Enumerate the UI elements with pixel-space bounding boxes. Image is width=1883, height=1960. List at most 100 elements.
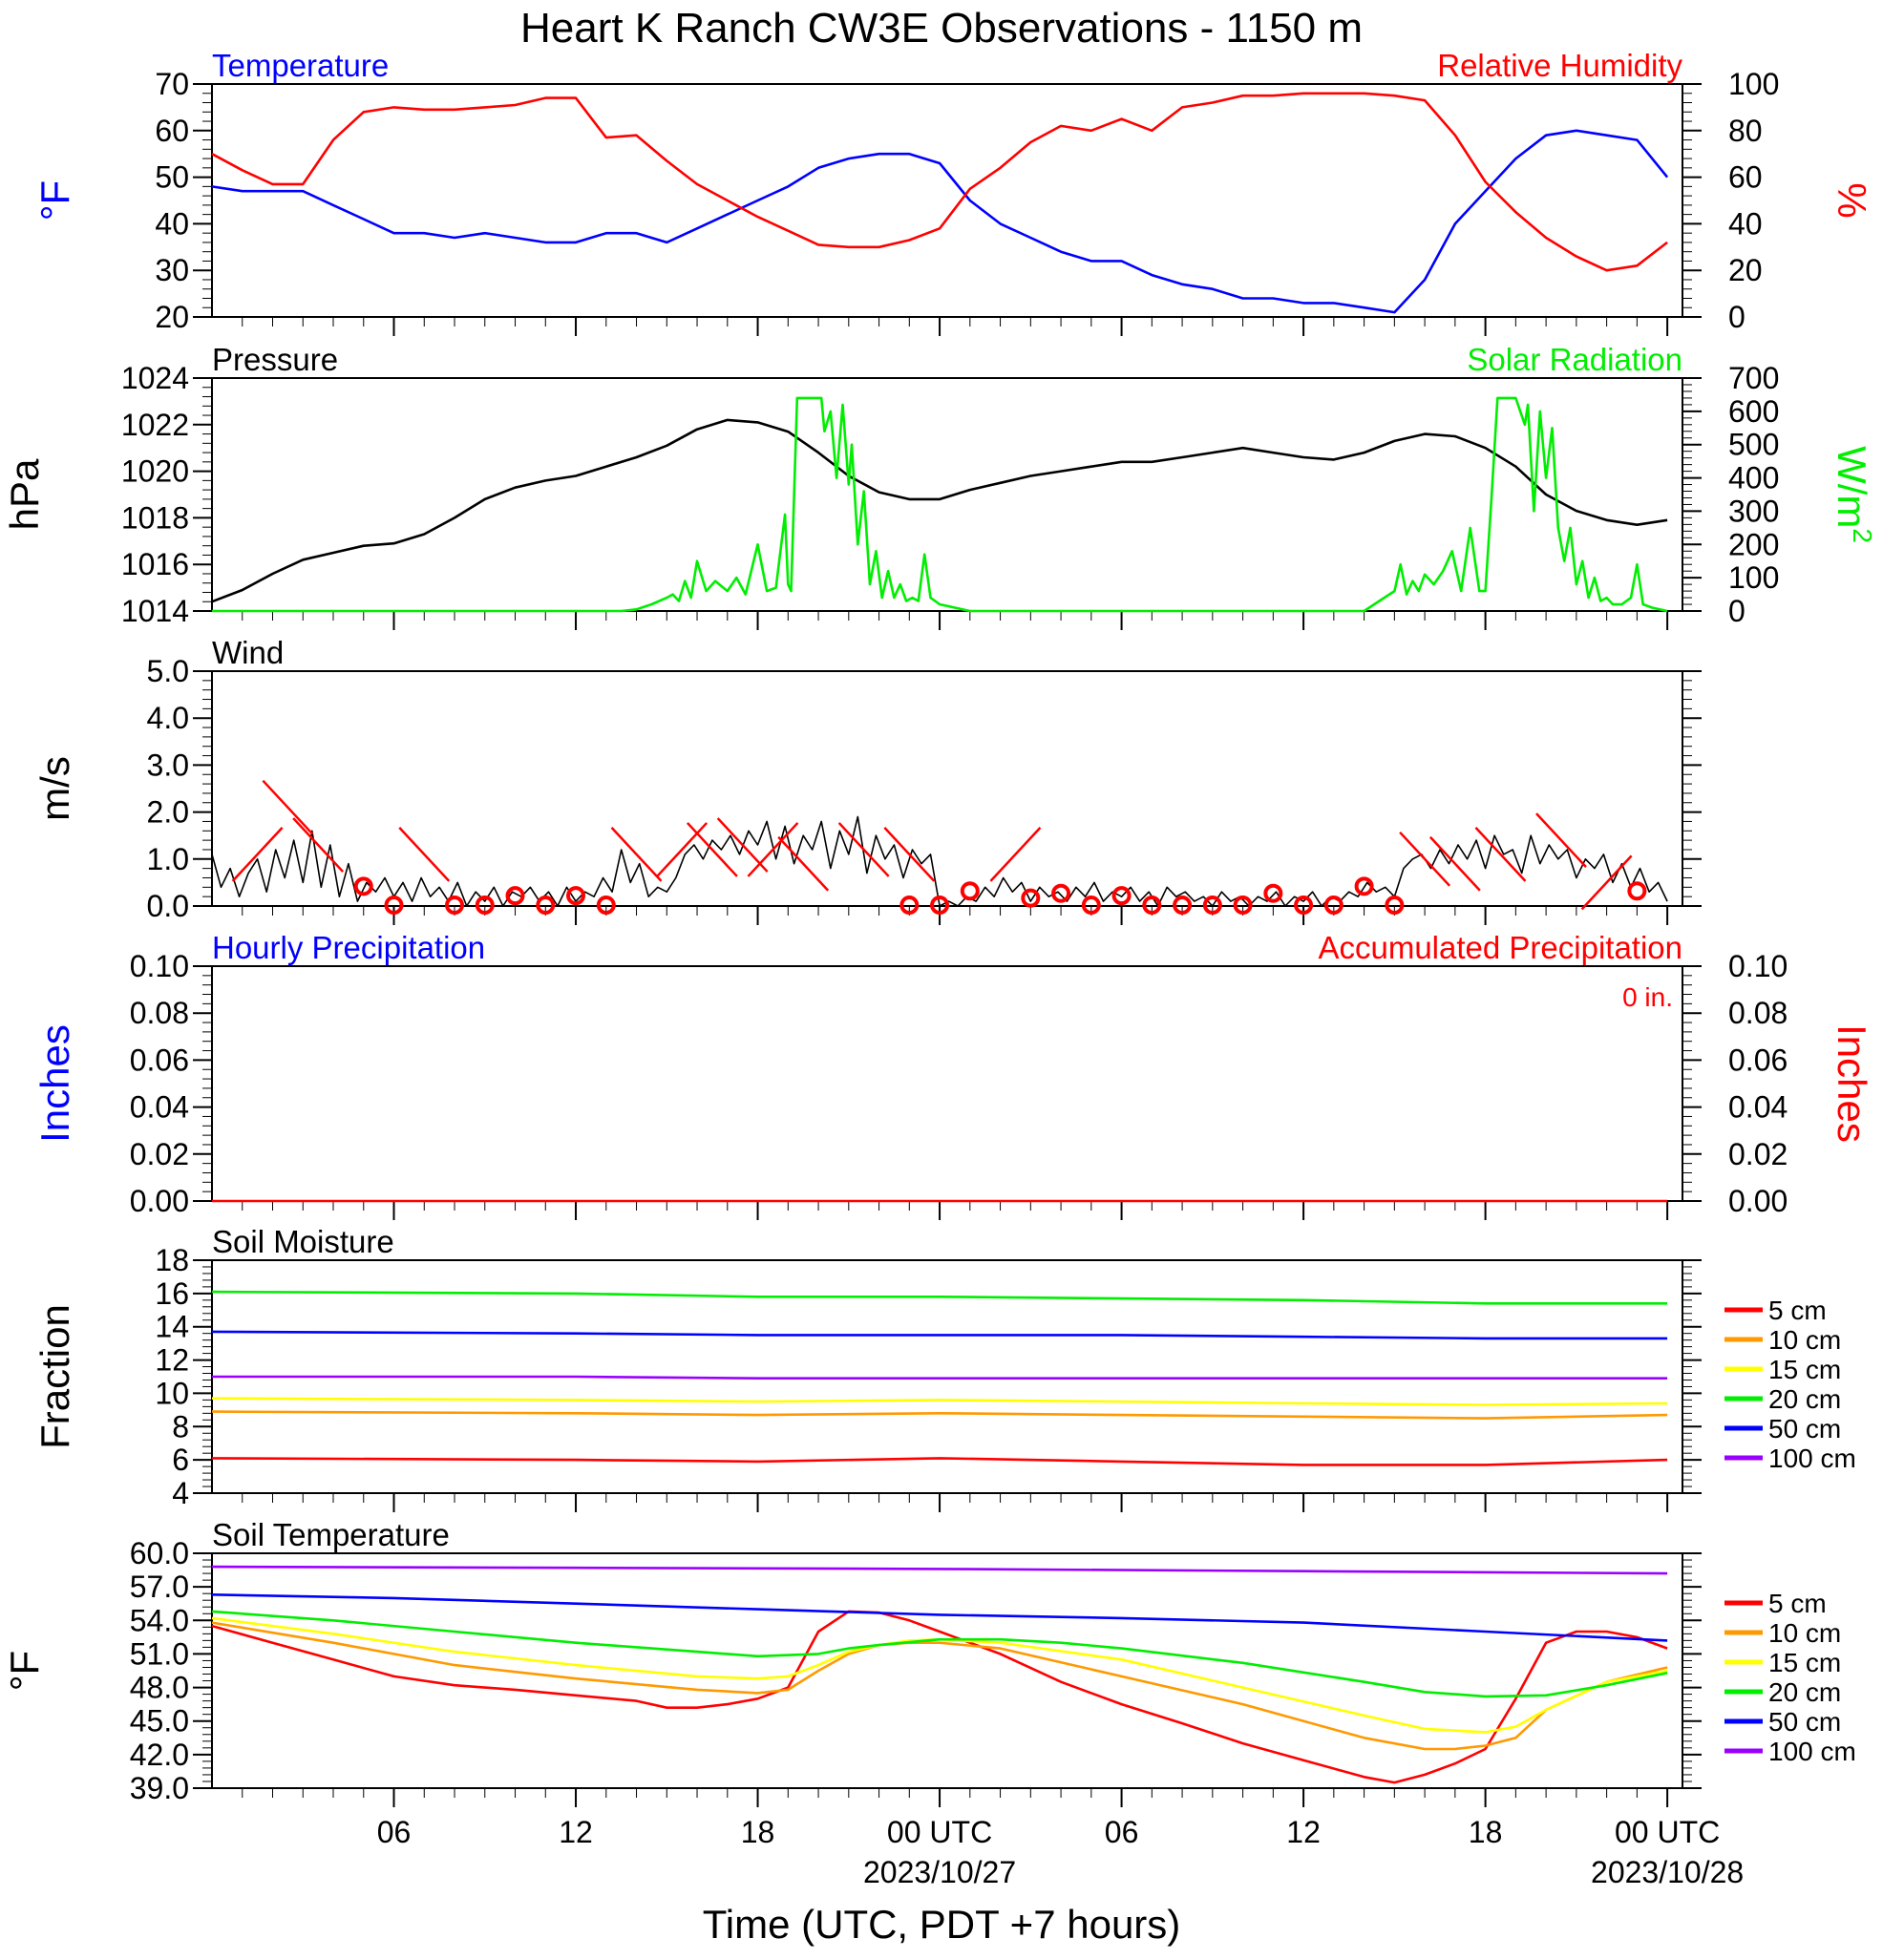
series-20-cm (211, 1290, 1668, 1305)
series-50-cm (211, 1593, 1668, 1642)
series-wind-barbs (231, 779, 1633, 911)
panel-title-left: Soil Temperature (212, 1517, 450, 1552)
y-tick-label-left: 70 (155, 67, 189, 101)
panel-1: 20 30 40 50 60 70 0 20 40 60 80 100 Temperature Relat… (32, 48, 1874, 336)
panel-title-left: Hourly Precipitation (212, 930, 485, 965)
series-calm (353, 876, 1647, 916)
y-tick-label-right: 0 (1728, 300, 1745, 334)
y-tick-label-left: 50 (155, 160, 189, 195)
y-tick-label-right: 0.04 (1728, 1090, 1788, 1125)
x-tick-label: 18 (1469, 1815, 1503, 1849)
series-50-cm (211, 1330, 1668, 1340)
x-axis-label: Time (UTC, PDT +7 hours) (703, 1902, 1181, 1947)
panel-title-left: Wind (212, 635, 284, 670)
y-tick-label-left: 0.06 (130, 1043, 189, 1077)
calm-marker (536, 896, 556, 916)
y-tick-label-left: 60 (155, 114, 189, 148)
panel-title-left: Pressure (212, 342, 338, 377)
wind-barb (292, 817, 345, 873)
y-tick-label-left: 42.0 (130, 1738, 189, 1772)
y-tick-label-left: 39.0 (130, 1771, 189, 1805)
legend-label: 5 cm (1768, 1296, 1827, 1325)
series-15-cm (211, 1397, 1668, 1406)
y-axis-label-left: Fraction (32, 1304, 77, 1449)
calm-marker (1202, 896, 1222, 916)
calm-marker (353, 876, 373, 896)
series-20-cm (211, 1610, 1668, 1698)
series-10-cm (211, 1410, 1668, 1420)
calm-marker (445, 896, 465, 916)
series-5-cm (211, 1610, 1668, 1784)
series-solar-radiation (212, 396, 1668, 613)
wind-barb (777, 835, 830, 892)
y-tick-label-left: 8 (172, 1409, 189, 1444)
y-tick-label-right: 200 (1728, 527, 1779, 561)
panel-title-left: Temperature (212, 48, 389, 83)
x-tick-label: 00 UTC (887, 1815, 992, 1849)
panel-4: 0.00 0.02 0.04 0.06 0.08 0.10 0.00 0.02 0.04 0.06… (32, 930, 1874, 1220)
y-tick-label-right: 80 (1728, 114, 1763, 148)
panel-title-right: Solar Radiation (1467, 342, 1682, 377)
y-tick-label-left: 1.0 (147, 842, 189, 876)
y-axis-label-right: Inches (1830, 1024, 1874, 1143)
x-tick-label: 06 (377, 1815, 412, 1849)
y-tick-label-right: 40 (1728, 206, 1763, 241)
y-tick-label-left: 51.0 (130, 1636, 189, 1671)
wind-barb (1428, 835, 1481, 892)
y-tick-label-left: 4 (172, 1476, 189, 1510)
legend-label: 15 cm (1768, 1648, 1841, 1677)
wind-barb (1535, 812, 1587, 868)
series-temperature (211, 129, 1669, 314)
calm-marker (384, 896, 404, 916)
panel-title-right: Relative Humidity (1437, 48, 1682, 83)
series-100-cm (212, 1375, 1668, 1380)
calm-marker (1081, 896, 1101, 916)
y-axis-label-left: Inches (32, 1024, 77, 1143)
figure-title: Heart K Ranch CW3E Observations - 1150 m (520, 5, 1363, 52)
wind-barb (989, 827, 1042, 882)
wind-barb (262, 779, 314, 835)
series-100-cm (211, 1565, 1668, 1575)
y-tick-label-left: 60.0 (130, 1536, 189, 1570)
plot-frame (211, 965, 1683, 1202)
plot-frame (211, 1552, 1683, 1789)
y-tick-label-right: 400 (1728, 461, 1779, 495)
calm-marker (1323, 896, 1343, 916)
y-tick-label-left: 1018 (121, 500, 189, 535)
series-15-cm (211, 1616, 1668, 1734)
y-tick-label-right: 0.10 (1728, 949, 1788, 983)
calm-marker (960, 881, 980, 901)
calm-marker (1021, 888, 1041, 908)
x-tick-label: 00 UTC (1615, 1815, 1720, 1849)
calm-marker (475, 896, 495, 916)
y-axis-label-right: % (1830, 182, 1874, 218)
legend-label: 100 cm (1768, 1444, 1856, 1473)
legend-label: 100 cm (1768, 1737, 1856, 1766)
x-tick-label: 18 (741, 1815, 775, 1849)
calm-marker (1142, 896, 1162, 916)
calm-marker (1294, 896, 1314, 916)
y-tick-label-right: 0 (1728, 594, 1745, 628)
legend-label: 50 cm (1768, 1414, 1841, 1444)
y-tick-label-right: 100 (1728, 560, 1779, 595)
y-tick-label-left: 1014 (121, 594, 189, 628)
y-tick-label-right: 500 (1728, 428, 1779, 462)
panel-6: 39.042.045.048.051.054.057.060.0 Soil Tem… (2, 1517, 1856, 1807)
y-tick-label-left: 0.04 (130, 1090, 189, 1125)
y-tick-label-left: 16 (155, 1276, 189, 1311)
wind-barb (610, 827, 663, 882)
x-tick-label: 12 (1286, 1815, 1321, 1849)
y-tick-label-left: 1016 (121, 547, 189, 581)
calm-marker (1354, 876, 1374, 896)
panel-3: 0.0 1.0 2.0 3.0 4.0 5.0 Wind m/s (32, 635, 1702, 925)
calm-marker (1111, 886, 1132, 906)
y-tick-label-left: 20 (155, 300, 189, 334)
calm-marker (1263, 883, 1283, 903)
y-tick-label-left: 2.0 (147, 795, 189, 830)
x-tick-label: 12 (559, 1815, 593, 1849)
y-tick-label-left: 12 (155, 1343, 189, 1378)
